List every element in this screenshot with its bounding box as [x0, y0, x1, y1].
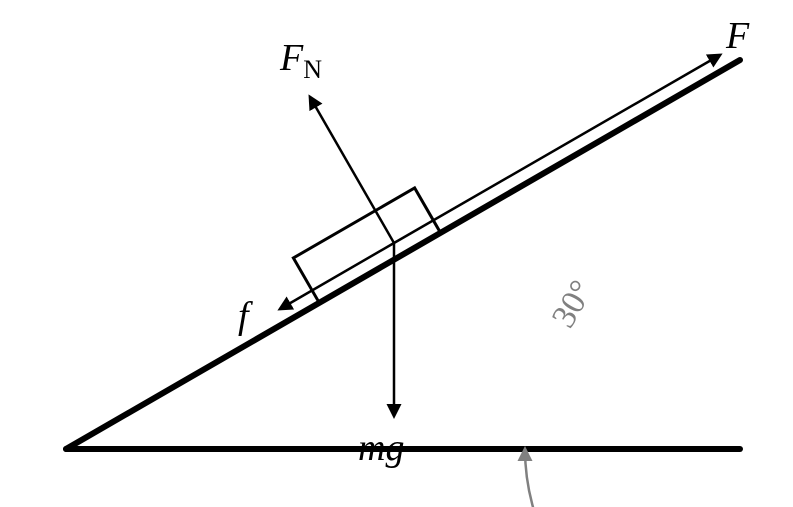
label-force-applied: F — [725, 15, 750, 57]
force-applied-arrow — [394, 55, 720, 243]
label-force-normal-sub: N — [303, 55, 322, 84]
label-force-weight-main: mg — [358, 427, 404, 469]
label-force-friction: f — [238, 295, 253, 337]
label-force-normal-main: F — [279, 37, 304, 79]
angle-arc — [525, 449, 554, 507]
block — [293, 188, 440, 303]
force-normal-arrow — [310, 97, 394, 243]
label-force-normal: FN — [279, 37, 322, 84]
label-angle: 30° — [545, 274, 601, 334]
force-friction-arrow — [280, 243, 394, 309]
label-force-friction-main: f — [238, 295, 253, 337]
label-force-weight: mg — [358, 427, 404, 469]
label-force-applied-main: F — [725, 15, 750, 57]
